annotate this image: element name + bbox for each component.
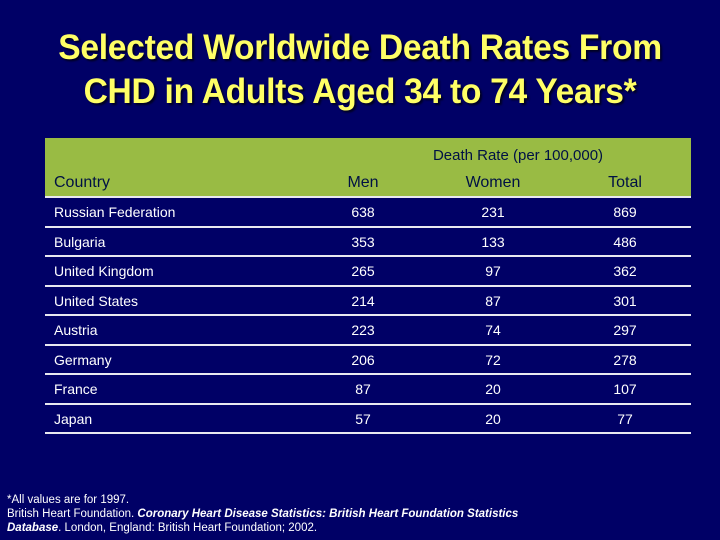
footnote-citation-line-2: Database. London, England: British Heart… <box>7 521 518 535</box>
row-divider <box>45 196 691 198</box>
cell-country: Austria <box>54 322 98 338</box>
row-divider <box>45 314 691 316</box>
row-divider <box>45 284 691 287</box>
cell-total: 77 <box>617 410 633 427</box>
cell-women: 87 <box>485 292 501 309</box>
table-row: Austria 223 74 297 <box>45 316 691 344</box>
cell-women: 231 <box>481 204 505 220</box>
cell-country: Bulgaria <box>54 233 106 250</box>
cell-total: 869 <box>613 204 637 220</box>
cell-country: Russian Federation <box>54 204 176 220</box>
slide-title: Selected Worldwide Death Rates From CHD … <box>14 26 705 114</box>
citation-publisher: . London, England: British Heart Foundat… <box>58 522 318 534</box>
cell-men: 265 <box>351 263 375 279</box>
column-header-women: Women <box>465 174 521 191</box>
cell-total: 278 <box>613 351 637 368</box>
table-row: Russian Federation 638 231 869 <box>45 198 691 226</box>
citation-author: British Heart Foundation. <box>7 508 138 520</box>
cell-country: Germany <box>54 351 112 368</box>
table-row: Japan 57 20 77 <box>45 405 691 433</box>
row-divider <box>45 255 691 257</box>
cell-women: 74 <box>485 322 501 338</box>
cell-women: 20 <box>485 381 501 397</box>
table-row: United States 214 87 301 <box>45 287 691 315</box>
citation-title: Coronary Heart Disease Statistics: Briti… <box>137 508 519 520</box>
cell-men: 57 <box>355 410 371 427</box>
cell-women: 20 <box>485 410 501 427</box>
cell-men: 353 <box>351 233 375 250</box>
footnote: *All values are for 1997. British Heart … <box>7 493 518 535</box>
cell-women: 72 <box>485 351 501 368</box>
row-divider <box>45 402 691 405</box>
cell-total: 297 <box>613 322 637 338</box>
cell-country: United Kingdom <box>54 263 154 279</box>
table-row: United Kingdom 265 97 362 <box>45 257 691 285</box>
row-divider <box>45 432 691 434</box>
citation-title-cont: Database <box>7 522 59 534</box>
table-body: Russian Federation 638 231 869 Bulgaria 353 13… <box>45 198 691 434</box>
cell-men: 223 <box>351 322 375 338</box>
cell-total: 362 <box>613 263 637 279</box>
row-divider <box>45 373 691 375</box>
row-divider <box>45 343 691 346</box>
cell-men: 206 <box>351 351 375 368</box>
column-header-country: Country <box>54 174 111 191</box>
cell-total: 301 <box>613 292 637 309</box>
cell-men: 214 <box>351 292 375 309</box>
group-header-death-rate: Death Rate (per 100,000) <box>432 147 604 164</box>
column-header-total: Total <box>608 174 642 191</box>
cell-men: 638 <box>351 204 375 220</box>
table-row: Germany 206 72 278 <box>45 346 691 374</box>
column-header-men: Men <box>347 174 379 191</box>
table-row: Bulgaria 353 133 486 <box>45 228 691 256</box>
cell-total: 107 <box>613 381 637 397</box>
row-divider <box>45 225 691 228</box>
death-rate-table: Death Rate (per 100,000) Country Men Wom… <box>45 138 691 434</box>
cell-women: 97 <box>485 263 501 279</box>
footnote-citation-line-1: British Heart Foundation. Coronary Heart… <box>7 507 518 521</box>
cell-country: France <box>54 381 98 397</box>
slide-title-line-1: Selected Worldwide Death Rates From <box>58 28 662 67</box>
cell-total: 486 <box>613 233 637 250</box>
cell-country: Japan <box>54 410 93 427</box>
table-header: Death Rate (per 100,000) Country Men Wom… <box>45 138 691 196</box>
cell-women: 133 <box>481 233 505 250</box>
cell-men: 87 <box>355 381 371 397</box>
slide-title-line-2: CHD in Adults Aged 34 to 74 Years* <box>83 72 637 111</box>
table-row: France 87 20 107 <box>45 375 691 403</box>
footnote-note: *All values are for 1997. <box>7 494 130 506</box>
cell-country: United States <box>54 292 139 309</box>
